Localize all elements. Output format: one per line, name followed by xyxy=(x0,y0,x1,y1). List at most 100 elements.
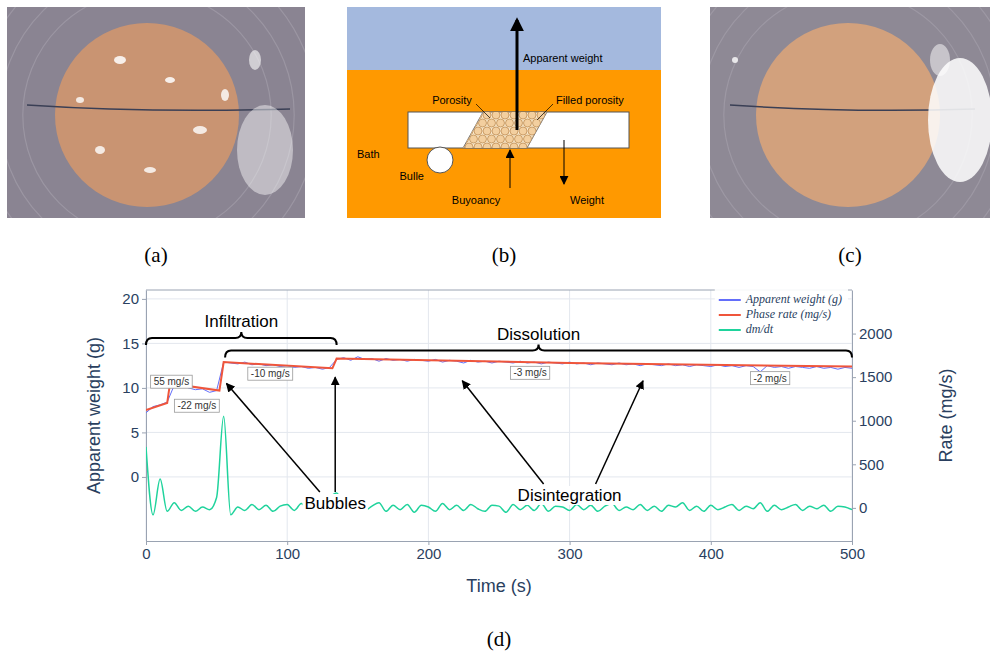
annotation: Bubbles xyxy=(226,377,367,513)
legend-label: Phase rate (mg/s) xyxy=(745,307,831,321)
panel-label: (a) xyxy=(144,243,167,267)
bracket xyxy=(225,345,852,358)
photo-c xyxy=(710,7,990,218)
reflection xyxy=(165,77,175,83)
y-axis-title: Apparent weight (g) xyxy=(84,337,104,494)
rate-label: -2 mg/s xyxy=(750,372,789,385)
pore xyxy=(492,127,500,135)
pore xyxy=(551,135,559,143)
tick-mark xyxy=(142,432,146,433)
tick-label: 2000 xyxy=(859,325,892,342)
grid-line xyxy=(146,387,852,388)
plot-background xyxy=(146,290,852,541)
tick: 500 xyxy=(840,541,865,562)
pore xyxy=(483,127,491,135)
diagram-label: Bath xyxy=(357,148,380,160)
leader xyxy=(476,104,490,118)
rate-label-text: -10 mg/s xyxy=(251,368,290,379)
pore xyxy=(506,119,514,127)
tick: 15 xyxy=(122,335,146,352)
rate-label-box xyxy=(248,367,293,380)
tick: 5 xyxy=(131,424,146,441)
pore xyxy=(479,135,487,143)
ripple xyxy=(710,7,990,218)
series-line xyxy=(146,359,852,411)
diagram: Apparent weightPorosityFilled porosityBa… xyxy=(347,7,661,218)
legend-swatch xyxy=(719,329,741,331)
pore xyxy=(546,111,554,119)
rate-label-text: 55 mg/s xyxy=(154,376,190,387)
axis-line xyxy=(146,291,147,542)
annotations: InfiltrationDissolution55 mg/s-22 mg/s-1… xyxy=(146,312,852,513)
photo-a xyxy=(7,7,305,218)
reflection xyxy=(144,167,156,173)
y-axis: 05101520 xyxy=(122,290,146,541)
reflection xyxy=(732,57,738,63)
tick: 10 xyxy=(122,379,146,396)
pore xyxy=(474,127,482,135)
tick-mark xyxy=(852,464,856,465)
pore xyxy=(456,111,464,119)
diagram-label: Buyoancy xyxy=(452,194,501,206)
panel-label: (c) xyxy=(838,243,861,267)
bracket xyxy=(146,332,337,345)
reflection xyxy=(95,146,105,154)
photo-background xyxy=(7,7,305,218)
tick-label: 10 xyxy=(122,379,139,396)
pore xyxy=(542,119,550,127)
annotation-arrow xyxy=(226,383,319,492)
legend-swatch xyxy=(719,314,741,316)
tick-mark xyxy=(142,477,146,478)
pore xyxy=(488,135,496,143)
tick-mark xyxy=(852,334,856,335)
grid xyxy=(146,290,852,541)
pore xyxy=(470,119,478,127)
tick-mark xyxy=(852,508,856,509)
tick-label: 1500 xyxy=(859,368,892,385)
diagram-label: Bulle xyxy=(400,170,424,182)
plot-marks xyxy=(146,357,852,515)
annotation-text: Bubbles xyxy=(304,494,365,513)
pore xyxy=(465,143,473,151)
reflection xyxy=(193,126,207,134)
pore xyxy=(524,135,532,143)
diagram-label: Apparent weight xyxy=(523,52,603,64)
rate-label-text: -22 mg/s xyxy=(177,400,216,411)
tick: 0 xyxy=(852,499,867,516)
pore xyxy=(497,135,505,143)
annotation-patch xyxy=(302,494,367,513)
figure: Apparent weightPorosityFilled porosityBa… xyxy=(0,0,998,655)
series-line xyxy=(146,357,852,413)
air xyxy=(347,7,661,70)
tick: 0 xyxy=(131,468,146,485)
tick: 1500 xyxy=(852,368,892,385)
tick-label: 5 xyxy=(131,424,139,441)
tick-label: 1000 xyxy=(859,412,892,429)
pore xyxy=(501,127,509,135)
rate-label: -10 mg/s xyxy=(248,367,293,380)
rate-label: -22 mg/s xyxy=(174,399,219,412)
pore xyxy=(461,135,469,143)
pore xyxy=(524,119,532,127)
reflection xyxy=(114,56,126,64)
pore xyxy=(537,111,545,119)
annotation-arrow xyxy=(334,377,336,492)
pore xyxy=(492,111,500,119)
legend-item: Apparent weight (g) xyxy=(719,292,842,306)
grid-line xyxy=(287,290,288,541)
pore xyxy=(519,127,527,135)
pore xyxy=(546,143,554,151)
tick-label: 15 xyxy=(122,335,139,352)
annotation: Disintegration xyxy=(462,381,643,505)
bracket-label: Dissolution xyxy=(497,325,580,344)
legend-label: dm/dt xyxy=(746,322,774,336)
rate-label-box xyxy=(151,375,193,388)
tick-label: 0 xyxy=(131,468,139,485)
tick-mark xyxy=(142,299,146,300)
reflection xyxy=(76,97,84,103)
bubble xyxy=(427,147,453,173)
pore xyxy=(528,111,536,119)
annotation-arrow xyxy=(462,381,543,484)
pore xyxy=(483,143,491,151)
sample-disc xyxy=(55,23,239,207)
